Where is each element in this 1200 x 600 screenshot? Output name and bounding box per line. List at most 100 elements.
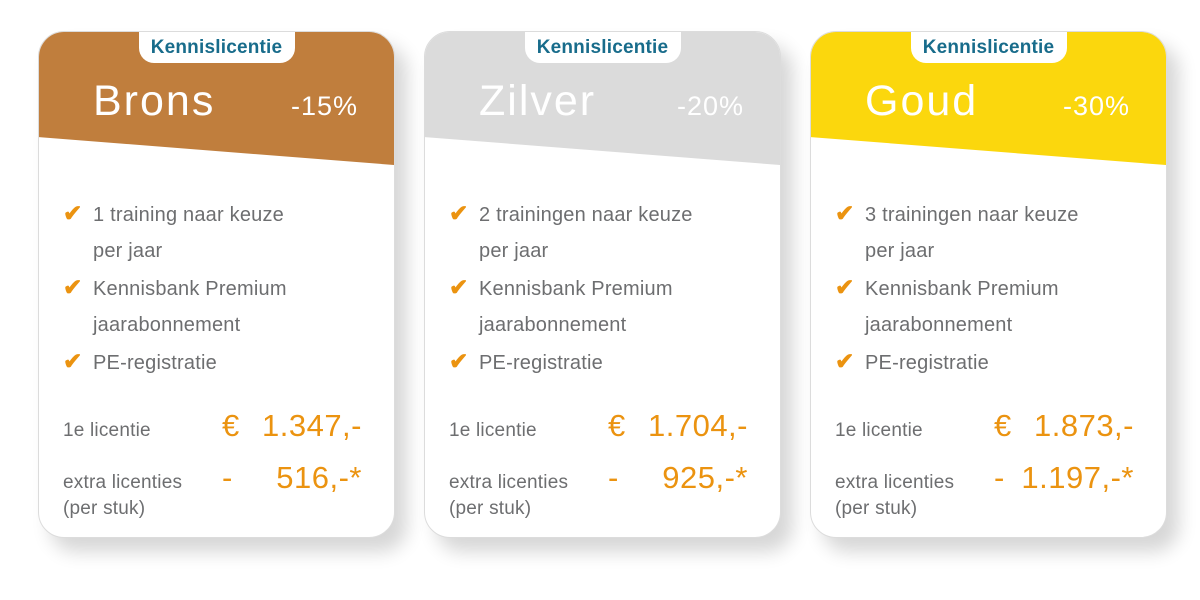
price-amount: 1.873,- [1033,408,1134,443]
price-value: - 1.197,-* [994,460,1134,496]
tab-label: Kennislicentie [536,36,669,58]
feature-text: per jaar [479,240,549,262]
price-label: 1e licentie [449,420,537,441]
feature-item: ✔ PE-registratie [63,343,380,381]
check-icon: ✔ [835,200,855,226]
feature-text: 2 trainingen naar keuze [479,204,693,226]
price-value: € 1.873,- [994,408,1134,444]
feature-item-continuation: per jaar [63,233,380,269]
dash-sign: - [608,460,619,495]
feature-text: 1 training naar keuze [93,204,284,226]
price-label: extra licenties [835,472,955,493]
feature-text: PE-registratie [93,352,217,374]
plan-name: Zilver [479,77,597,125]
header-title-row: Zilver -20% [425,32,780,123]
feature-text: per jaar [865,240,935,262]
price-label: 1e licentie [835,420,923,441]
price-label-group: extra licenties (per stuk) [63,472,182,520]
price-amount: 516,-* [276,460,362,495]
tab-label: Kennislicentie [922,36,1055,58]
feature-text: PE-registratie [479,352,603,374]
pricing-section: 1e licentie € 1.347,- extra licenties (p… [63,408,362,520]
price-amount: 1.704,- [647,408,748,443]
feature-item: ✔ 3 trainingen naar keuze [835,195,1152,233]
feature-item: ✔ Kennisbank Premium [63,269,380,307]
header-title-row: Brons -15% [39,32,394,123]
price-amount: 925,-* [662,460,748,495]
pricing-section: 1e licentie € 1.873,- extra licenties (p… [835,408,1134,520]
kennislicentie-tab: Kennislicentie [910,32,1067,63]
discount-label: -20% [676,91,744,121]
feature-list: ✔ 2 trainingen naar keuze per jaar ✔ Ken… [449,195,766,381]
feature-text: jaarabonnement [479,314,627,336]
price-amount: 1.197,-* [1021,460,1134,495]
pricing-card-goud[interactable]: Goud -30% Kennislicentie ✔ 3 trainingen … [810,31,1167,538]
check-icon: ✔ [449,200,469,226]
check-icon: ✔ [449,348,469,374]
feature-list: ✔ 3 trainingen naar keuze per jaar ✔ Ken… [835,195,1152,381]
feature-text: jaarabonnement [865,314,1013,336]
kennislicentie-tab: Kennislicentie [524,32,681,63]
check-icon: ✔ [63,348,83,374]
price-value: € 1.704,- [608,408,748,444]
feature-text: 3 trainingen naar keuze [865,204,1079,226]
feature-item: ✔ PE-registratie [835,343,1152,381]
price-row-extra-licenses: extra licenties (per stuk) - 925,-* [449,460,748,520]
feature-text: PE-registratie [865,352,989,374]
euro-sign: € [608,408,626,443]
price-label: extra licenties [449,472,569,493]
price-label: 1e licentie [63,420,151,441]
price-row-extra-licenses: extra licenties (per stuk) - 1.197,-* [835,460,1134,520]
check-icon: ✔ [835,274,855,300]
feature-item-continuation: jaarabonnement [63,307,380,343]
feature-item: ✔ 1 training naar keuze [63,195,380,233]
kennislicentie-tab: Kennislicentie [138,32,295,63]
price-amount: 1.347,- [261,408,362,443]
feature-item: ✔ Kennisbank Premium [835,269,1152,307]
price-row-first-license: 1e licentie € 1.873,- [835,408,1134,444]
tab-label: Kennislicentie [150,36,283,58]
feature-item: ✔ Kennisbank Premium [449,269,766,307]
euro-sign: € [994,408,1012,443]
pricing-section: 1e licentie € 1.704,- extra licenties (p… [449,408,748,520]
feature-item: ✔ PE-registratie [449,343,766,381]
feature-item-continuation: jaarabonnement [835,307,1152,343]
discount-label: -30% [1062,91,1130,121]
feature-list: ✔ 1 training naar keuze per jaar ✔ Kenni… [63,195,380,381]
price-row-first-license: 1e licentie € 1.704,- [449,408,748,444]
feature-item: ✔ 2 trainingen naar keuze [449,195,766,233]
price-sublabel: (per stuk) [449,498,532,519]
feature-text: per jaar [93,240,163,262]
feature-text: Kennisbank Premium [93,278,287,300]
plan-name: Goud [865,77,979,125]
discount-label: -15% [290,91,358,121]
euro-sign: € [222,408,240,443]
check-icon: ✔ [63,200,83,226]
feature-item-continuation: per jaar [449,233,766,269]
price-value: € 1.347,- [222,408,362,444]
price-row-extra-licenses: extra licenties (per stuk) - 516,-* [63,460,362,520]
price-label-group: extra licenties (per stuk) [449,472,568,520]
header-title-row: Goud -30% [811,32,1166,123]
price-label-group: extra licenties (per stuk) [835,472,954,520]
price-sublabel: (per stuk) [63,498,146,519]
feature-text: jaarabonnement [93,314,241,336]
price-value: - 516,-* [222,460,362,496]
check-icon: ✔ [449,274,469,300]
price-row-first-license: 1e licentie € 1.347,- [63,408,362,444]
feature-item-continuation: per jaar [835,233,1152,269]
feature-text: Kennisbank Premium [479,278,673,300]
check-icon: ✔ [63,274,83,300]
dash-sign: - [222,460,233,495]
plan-name: Brons [93,77,216,125]
price-sublabel: (per stuk) [835,498,918,519]
check-icon: ✔ [835,348,855,374]
feature-item-continuation: jaarabonnement [449,307,766,343]
price-value: - 925,-* [608,460,748,496]
feature-text: Kennisbank Premium [865,278,1059,300]
price-label: extra licenties [63,472,183,493]
pricing-card-zilver[interactable]: Zilver -20% Kennislicentie ✔ 2 traininge… [424,31,781,538]
dash-sign: - [994,460,1005,495]
pricing-card-brons[interactable]: Brons -15% Kennislicentie ✔ 1 training n… [38,31,395,538]
